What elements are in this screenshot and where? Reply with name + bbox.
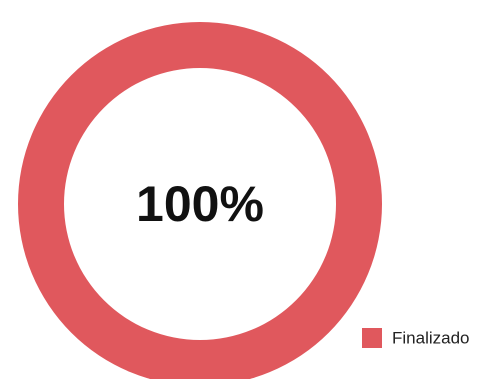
center-label: 100%: [136, 176, 264, 232]
legend-swatch: [362, 328, 382, 348]
legend-label: Finalizado: [392, 328, 470, 347]
